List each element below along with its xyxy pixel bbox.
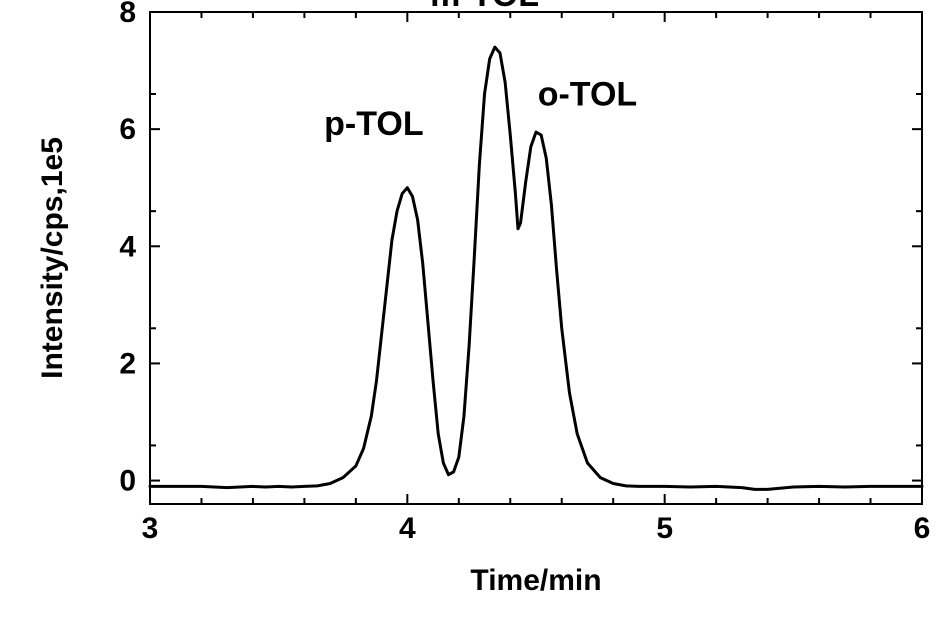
x-tick-label: 4: [399, 512, 416, 545]
chart-svg: 0 2 4 6 8 3 4 5 6 p-TOL m-TOL o-TOL Intensity/cps…: [0, 0, 952, 624]
x-tick-label: 5: [656, 512, 673, 545]
x-axis-ticks: 3 4 5 6: [142, 12, 931, 545]
x-tick-label: 6: [914, 512, 931, 545]
peak-label: m-TOL: [430, 0, 539, 14]
chromatogram-chart: 0 2 4 6 8 3 4 5 6 p-TOL m-TOL o-TOL Intensity/cps…: [0, 0, 952, 624]
peak-label: p-TOL: [324, 105, 423, 143]
y-axis-label: Intensity/cps,1e5: [36, 137, 69, 379]
peak-label: o-TOL: [538, 76, 637, 114]
y-tick-label: 4: [119, 230, 136, 263]
x-tick-label: 3: [142, 512, 159, 545]
y-axis-ticks: 0 2 4 6 8: [119, 0, 922, 498]
y-tick-label: 6: [119, 113, 136, 146]
y-tick-label: 0: [119, 465, 136, 498]
x-axis-label: Time/min: [470, 564, 601, 597]
peak-labels: p-TOL m-TOL o-TOL: [324, 0, 637, 143]
y-tick-label: 2: [119, 347, 136, 380]
y-tick-label: 8: [119, 0, 136, 29]
plot-frame: [150, 12, 922, 504]
chromatogram-trace: [150, 47, 922, 489]
